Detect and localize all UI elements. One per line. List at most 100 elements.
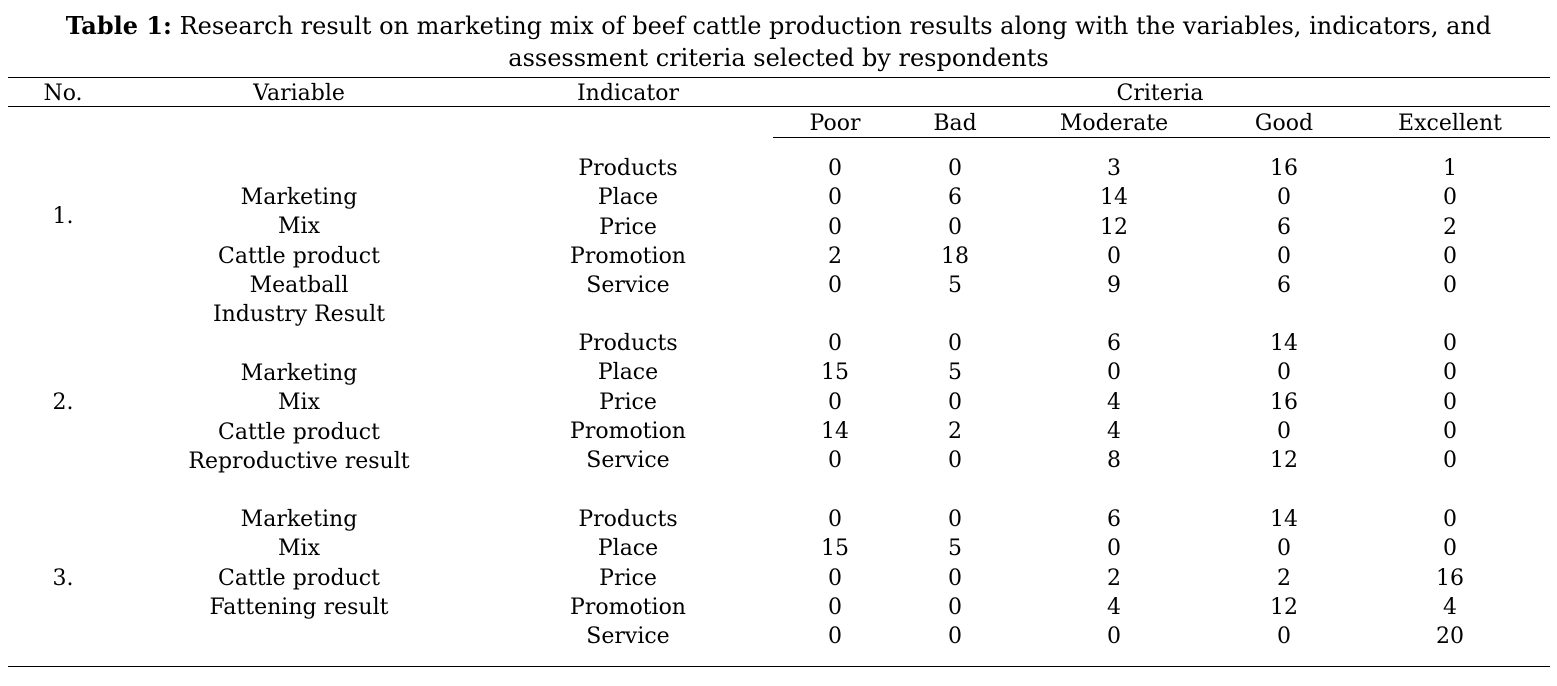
header-variable: Variable xyxy=(253,81,345,106)
variable-line: Fattening result xyxy=(209,594,389,620)
indicator-cell: Products xyxy=(578,156,678,181)
variable-line: Cattle product xyxy=(218,419,380,445)
row-number: 3. xyxy=(52,565,74,591)
criteria-value-cell: 0 xyxy=(948,624,962,650)
indicator-cell: Price xyxy=(599,389,657,415)
criteria-value-cell: 0 xyxy=(828,594,842,620)
criteria-value-cell: 6 xyxy=(1107,331,1121,356)
criteria-value-cell: 0 xyxy=(948,507,962,532)
header-rule xyxy=(8,106,1550,107)
criteria-value-cell: 0 xyxy=(1277,418,1291,444)
criteria-value-cell: 12 xyxy=(1100,214,1128,240)
criteria-value-cell: 0 xyxy=(1443,536,1457,562)
criteria-value-cell: 15 xyxy=(821,536,849,562)
criteria-value-cell: 0 xyxy=(1107,243,1121,269)
variable-line: Marketing xyxy=(240,361,358,386)
bottom-rule xyxy=(8,666,1550,667)
criteria-value-cell: 0 xyxy=(1277,624,1291,650)
criteria-value-cell: 0 xyxy=(948,448,962,474)
criteria-header-excellent: Excellent xyxy=(1398,111,1502,136)
criteria-value-cell: 2 xyxy=(1443,214,1457,240)
criteria-value-cell: 14 xyxy=(1100,185,1128,211)
criteria-value-cell: 0 xyxy=(828,214,842,240)
variable-line: Mix xyxy=(278,536,320,562)
criteria-value-cell: 0 xyxy=(1443,273,1457,299)
indicator-cell: Place xyxy=(597,536,659,562)
table-caption: Table 1: Research result on marketing mi… xyxy=(0,10,1557,74)
criteria-value-cell: 0 xyxy=(828,624,842,650)
indicator-cell: Place xyxy=(597,360,659,386)
criteria-value-cell: 2 xyxy=(948,418,962,444)
criteria-value-cell: 9 xyxy=(1107,273,1121,299)
criteria-value-cell: 0 xyxy=(1443,360,1457,386)
caption-label: Table 1: xyxy=(65,11,172,40)
criteria-value-cell: 0 xyxy=(1277,243,1291,269)
criteria-value-cell: 4 xyxy=(1107,418,1121,444)
variable-line: Cattle product xyxy=(218,565,380,591)
criteria-value-cell: 0 xyxy=(1443,185,1457,211)
top-rule xyxy=(8,77,1550,78)
variable-line: Meatball xyxy=(249,272,349,298)
criteria-value-cell: 8 xyxy=(1107,448,1121,474)
criteria-value-cell: 5 xyxy=(948,273,962,299)
criteria-value-cell: 16 xyxy=(1436,565,1464,591)
criteria-value-cell: 6 xyxy=(1277,214,1291,240)
criteria-value-cell: 4 xyxy=(1107,389,1121,415)
header-no: No. xyxy=(43,81,83,106)
criteria-value-cell: 0 xyxy=(1443,331,1457,356)
indicator-cell: Service xyxy=(586,273,670,299)
criteria-value-cell: 0 xyxy=(948,214,962,240)
criteria-value-cell: 0 xyxy=(948,594,962,620)
header-indicator: Indicator xyxy=(576,81,680,106)
caption-text: Research result on marketing mix of beef… xyxy=(179,12,1492,72)
indicator-cell: Products xyxy=(578,331,678,356)
criteria-value-cell: 2 xyxy=(828,243,842,269)
criteria-value-cell: 6 xyxy=(1107,507,1121,532)
criteria-value-cell: 12 xyxy=(1270,448,1298,474)
indicator-cell: Promotion xyxy=(570,418,686,444)
criteria-value-cell: 15 xyxy=(821,360,849,386)
indicator-cell: Service xyxy=(586,624,670,650)
criteria-value-cell: 0 xyxy=(1443,507,1457,532)
variable-line: Marketing xyxy=(240,507,358,532)
indicator-cell: Promotion xyxy=(570,243,686,269)
variable-line: Mix xyxy=(278,390,320,416)
criteria-rule xyxy=(773,137,1550,138)
criteria-header-bad: Bad xyxy=(933,111,977,136)
criteria-header-poor: Poor xyxy=(809,111,861,136)
criteria-value-cell: 5 xyxy=(948,360,962,386)
row-number: 2. xyxy=(52,389,74,415)
variable-line: Marketing xyxy=(240,185,358,210)
criteria-value-cell: 14 xyxy=(1270,507,1298,532)
header-criteria: Criteria xyxy=(1116,81,1204,106)
criteria-value-cell: 0 xyxy=(1107,624,1121,650)
variable-cell: Marketing Mix Cattle product Meatball Indust… xyxy=(149,183,449,329)
row-number: 1. xyxy=(52,203,74,229)
criteria-value-cell: 4 xyxy=(1443,594,1457,620)
criteria-value-cell: 4 xyxy=(1107,594,1121,620)
criteria-value-cell: 18 xyxy=(941,243,969,269)
criteria-value-cell: 0 xyxy=(948,331,962,356)
variable-line: Cattle product xyxy=(218,243,380,269)
indicator-cell: Price xyxy=(599,214,657,240)
indicator-cell: Price xyxy=(599,565,657,591)
variable-line: Mix xyxy=(278,214,320,240)
criteria-header-moderate: Moderate xyxy=(1059,111,1169,136)
criteria-value-cell: 1 xyxy=(1443,156,1457,181)
variable-cell: Marketing Mix Cattle product Fattening resu… xyxy=(149,505,449,622)
criteria-value-cell: 6 xyxy=(1277,273,1291,299)
criteria-value-cell: 0 xyxy=(1443,389,1457,415)
criteria-value-cell: 0 xyxy=(1107,536,1121,562)
variable-cell: Marketing Mix Cattle product Reproductive r… xyxy=(149,359,449,476)
criteria-value-cell: 16 xyxy=(1270,389,1298,415)
indicator-cell: Products xyxy=(578,507,678,532)
criteria-value-cell: 0 xyxy=(948,156,962,181)
criteria-value-cell: 0 xyxy=(828,507,842,532)
criteria-value-cell: 0 xyxy=(828,185,842,211)
indicator-cell: Service xyxy=(586,448,670,474)
criteria-value-cell: 0 xyxy=(1443,448,1457,474)
criteria-value-cell: 0 xyxy=(1277,185,1291,211)
criteria-value-cell: 6 xyxy=(948,185,962,211)
criteria-value-cell: 0 xyxy=(828,273,842,299)
